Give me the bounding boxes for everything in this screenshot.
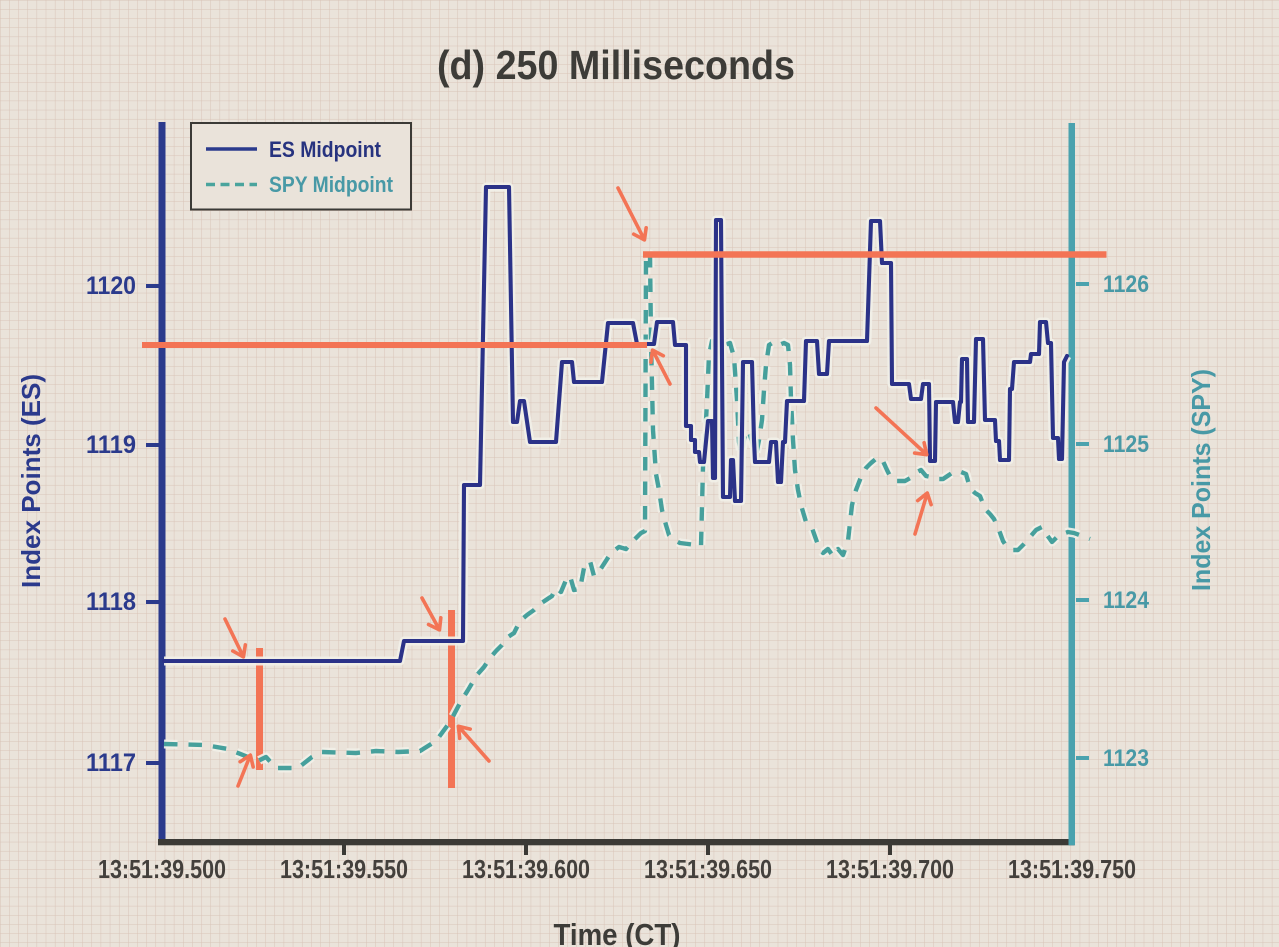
svg-text:Time (CT): Time (CT): [554, 917, 681, 947]
svg-text:13:51:39.650: 13:51:39.650: [644, 854, 772, 884]
svg-text:Index Points (ES): Index Points (ES): [16, 374, 46, 588]
svg-text:1123: 1123: [1103, 745, 1149, 772]
svg-text:ES Midpoint: ES Midpoint: [269, 137, 382, 162]
svg-text:13:51:39.750: 13:51:39.750: [1008, 854, 1136, 884]
svg-text:13:51:39.700: 13:51:39.700: [826, 854, 954, 884]
svg-text:Index Points (SPY): Index Points (SPY): [1186, 369, 1216, 591]
svg-text:1126: 1126: [1103, 271, 1149, 298]
svg-text:SPY Midpoint: SPY Midpoint: [269, 172, 394, 197]
svg-text:1120: 1120: [86, 272, 136, 300]
svg-text:(d) 250 Milliseconds: (d) 250 Milliseconds: [437, 42, 795, 88]
svg-text:1117: 1117: [86, 749, 136, 777]
svg-text:13:51:39.500: 13:51:39.500: [98, 854, 226, 884]
svg-text:1124: 1124: [1103, 587, 1150, 614]
svg-text:1119: 1119: [86, 431, 136, 459]
svg-text:1125: 1125: [1103, 431, 1149, 458]
svg-text:13:51:39.600: 13:51:39.600: [462, 854, 590, 884]
svg-text:1118: 1118: [86, 588, 136, 616]
svg-text:13:51:39.550: 13:51:39.550: [280, 854, 408, 884]
